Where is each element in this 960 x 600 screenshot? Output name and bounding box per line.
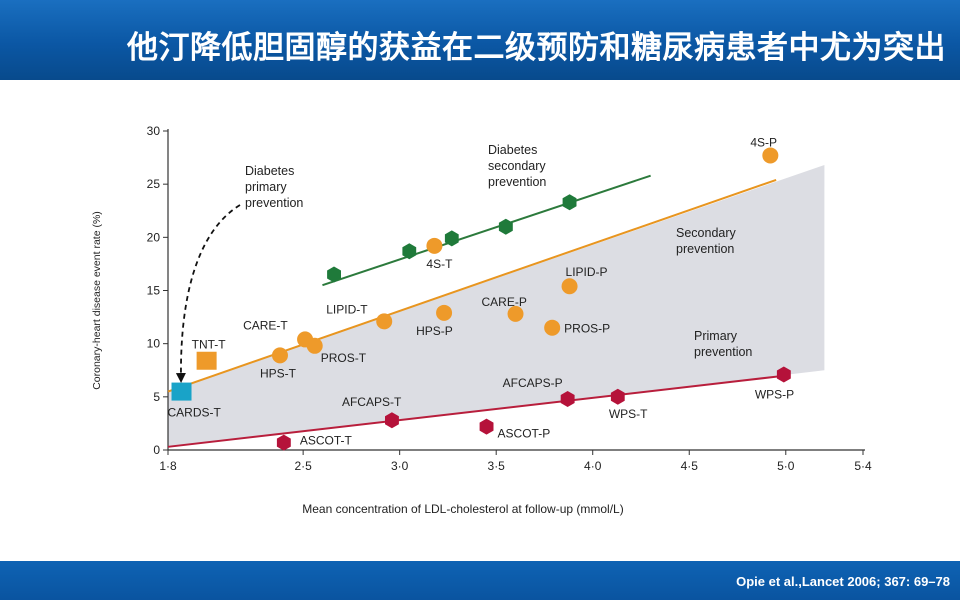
- data-point: [402, 243, 417, 260]
- y-tick-label: 15: [147, 284, 161, 298]
- annotation-diabetes-secondary: Diabetes: [488, 143, 537, 157]
- annotation-secondary: Secondary: [676, 226, 737, 240]
- x-tick-label: 2·5: [294, 459, 312, 473]
- ldl-event-rate-chart: 0 5 10 15 20 25 30 1·8 2·5 3·0 3·5 4·0 4·5 5·0 5·4 Mean…: [91, 124, 872, 516]
- point-label: WPS-T: [609, 407, 648, 421]
- data-point: [327, 266, 341, 283]
- point-label: PROS-P: [564, 322, 610, 336]
- point-label: LIPID-T: [326, 302, 368, 316]
- point-label: 4S-T: [426, 257, 453, 271]
- point-label: CARE-T: [243, 318, 288, 332]
- point-label: AFCAPS-T: [342, 395, 402, 409]
- data-point: [507, 305, 524, 322]
- y-tick-label: 10: [147, 337, 161, 351]
- point-label: PROS-T: [321, 351, 367, 365]
- citation-text: Opie et al.,Lancet 2006; 367: 69–78: [736, 574, 950, 589]
- y-tick-label: 5: [153, 390, 160, 404]
- data-point: [376, 313, 393, 330]
- y-axis-label: Coronary-heart disease event rate (%): [91, 211, 103, 390]
- shaded-region: [168, 165, 825, 447]
- y-tick-label: 20: [147, 230, 161, 244]
- x-tick-label: 4·0: [584, 459, 602, 473]
- x-tick-label: 4·5: [681, 459, 699, 473]
- point-label: CARDS-T: [168, 406, 222, 420]
- data-point: [560, 391, 575, 407]
- annotation-diabetes-primary: Diabetes: [245, 164, 294, 178]
- trend-line: [167, 178, 777, 393]
- x-tick-label: 5·0: [777, 459, 795, 473]
- point-label: AFCAPS-P: [503, 376, 563, 390]
- x-axis-label: Mean concentration of LDL-cholesterol at…: [302, 502, 623, 516]
- point-label: HPS-T: [260, 366, 297, 380]
- y-tick-label: 25: [147, 177, 161, 191]
- point-label: ASCOT-T: [300, 434, 353, 448]
- x-tick-label: 1·8: [159, 459, 177, 473]
- x-tick-label: 5·4: [854, 459, 872, 473]
- point-label: HPS-P: [416, 324, 453, 338]
- data-point: [271, 347, 288, 364]
- x-tick-label: 3·5: [488, 459, 506, 473]
- title-bar: 他汀降低胆固醇的获益在二级预防和糖尿病患者中尤为突出: [0, 0, 960, 80]
- annotation-diabetes-primary: primary: [245, 180, 287, 194]
- data-point: [385, 412, 399, 429]
- data-point: [610, 388, 625, 405]
- annotation-secondary: prevention: [676, 242, 734, 256]
- point-label: ASCOT-P: [498, 427, 551, 441]
- point-label: WPS-P: [755, 388, 794, 402]
- data-point: [561, 278, 578, 295]
- y-tick-label: 30: [147, 124, 161, 138]
- trend-line: [167, 374, 786, 448]
- slide-title: 他汀降低胆固醇的获益在二级预防和糖尿病患者中尤为突出: [127, 30, 946, 66]
- data-point: [426, 237, 443, 254]
- data-point: [544, 319, 561, 336]
- annotation-diabetes-secondary: secondary: [488, 159, 546, 173]
- data-point: [196, 351, 217, 370]
- trend-line: [322, 174, 651, 287]
- data-point: [444, 230, 459, 247]
- annotation-diabetes-primary: prevention: [245, 196, 303, 210]
- footer-bar: Opie et al.,Lancet 2006; 367: 69–78: [0, 561, 960, 600]
- point-label: LIPID-P: [566, 265, 608, 279]
- data-point: [498, 218, 513, 235]
- data-point: [436, 304, 453, 321]
- data-point: [479, 418, 494, 435]
- data-point: [306, 337, 323, 354]
- annotation-primary: prevention: [694, 345, 752, 359]
- annotation-primary: Primary: [694, 329, 738, 343]
- annotation-diabetes-secondary: prevention: [488, 175, 546, 189]
- x-tick-label: 3·0: [391, 459, 409, 473]
- y-tick-label: 0: [153, 443, 160, 457]
- data-point: [776, 366, 791, 383]
- point-label: TNT-T: [192, 338, 227, 352]
- annotation-arrow: [175, 204, 241, 383]
- point-label: 4S-P: [750, 135, 777, 149]
- title-divider: [0, 80, 960, 83]
- data-point: [276, 434, 291, 451]
- data-point: [171, 382, 192, 401]
- data-point: [762, 147, 779, 164]
- point-label: CARE-P: [482, 295, 527, 309]
- data-point: [562, 194, 577, 211]
